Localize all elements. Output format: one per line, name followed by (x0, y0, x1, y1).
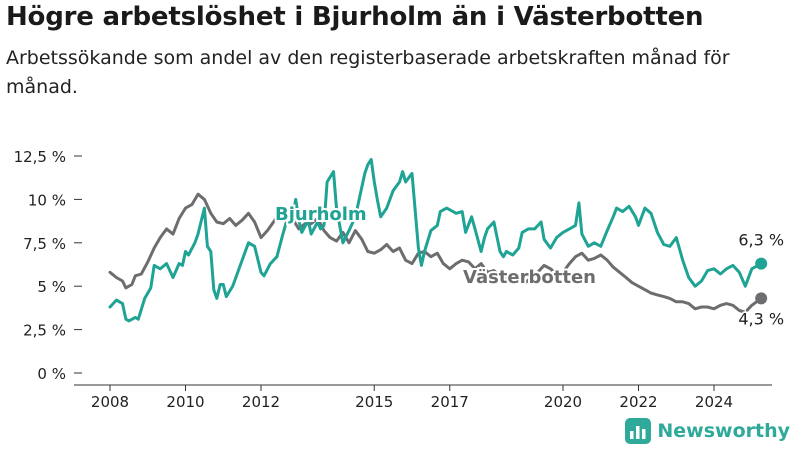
y-tick-label: 0 % (37, 365, 66, 383)
x-tick-label: 2017 (431, 393, 469, 411)
y-tick-label: 2,5 % (23, 322, 66, 340)
series-layer (108, 158, 768, 323)
x-tick-label: 2015 (355, 393, 393, 411)
x-tick-label: 2022 (619, 393, 657, 411)
y-tick-label: 10 % (28, 191, 66, 209)
end-point-vasterbotten (755, 292, 768, 305)
x-tick-label: 2010 (166, 393, 204, 411)
x-axis: 2008 2010 2012 2015 2017 2020 2022 2024 (74, 384, 772, 411)
end-point-bjurholm (755, 257, 768, 270)
end-label-bjurholm: 6,3 % (738, 231, 784, 250)
y-tick-label: 12,5 % (14, 148, 66, 166)
chart-subtitle: Arbetssökande som andel av den registerb… (6, 47, 730, 98)
series-label-vasterbotten: Västerbotten (463, 267, 596, 288)
y-tick-label: 7,5 % (23, 235, 66, 253)
x-tick-label: 2024 (695, 393, 733, 411)
series-line-vasterbotten (108, 192, 763, 314)
x-tick-label: 2020 (544, 393, 582, 411)
y-axis: 0 % 2,5 % 5 % 7,5 % 10 % 12,5 % (14, 148, 82, 383)
y-tick-label: 5 % (37, 278, 66, 296)
series-label-bjurholm: Bjurholm (275, 204, 367, 225)
brand-logo: Newsworthy (625, 418, 790, 444)
end-label-vasterbotten: 4,3 % (738, 309, 784, 328)
chart-title: Högre arbetslöshet i Bjurholm än i Väste… (6, 2, 704, 32)
series-line-bjurholm (108, 158, 763, 323)
label-layer: Bjurholm Västerbotten 6,3 % 4,3 % (273, 202, 786, 330)
brand-name: Newsworthy (657, 420, 790, 442)
x-tick-label: 2012 (242, 393, 280, 411)
x-tick-label: 2008 (91, 393, 129, 411)
bar-chart-logo-icon (625, 418, 652, 444)
